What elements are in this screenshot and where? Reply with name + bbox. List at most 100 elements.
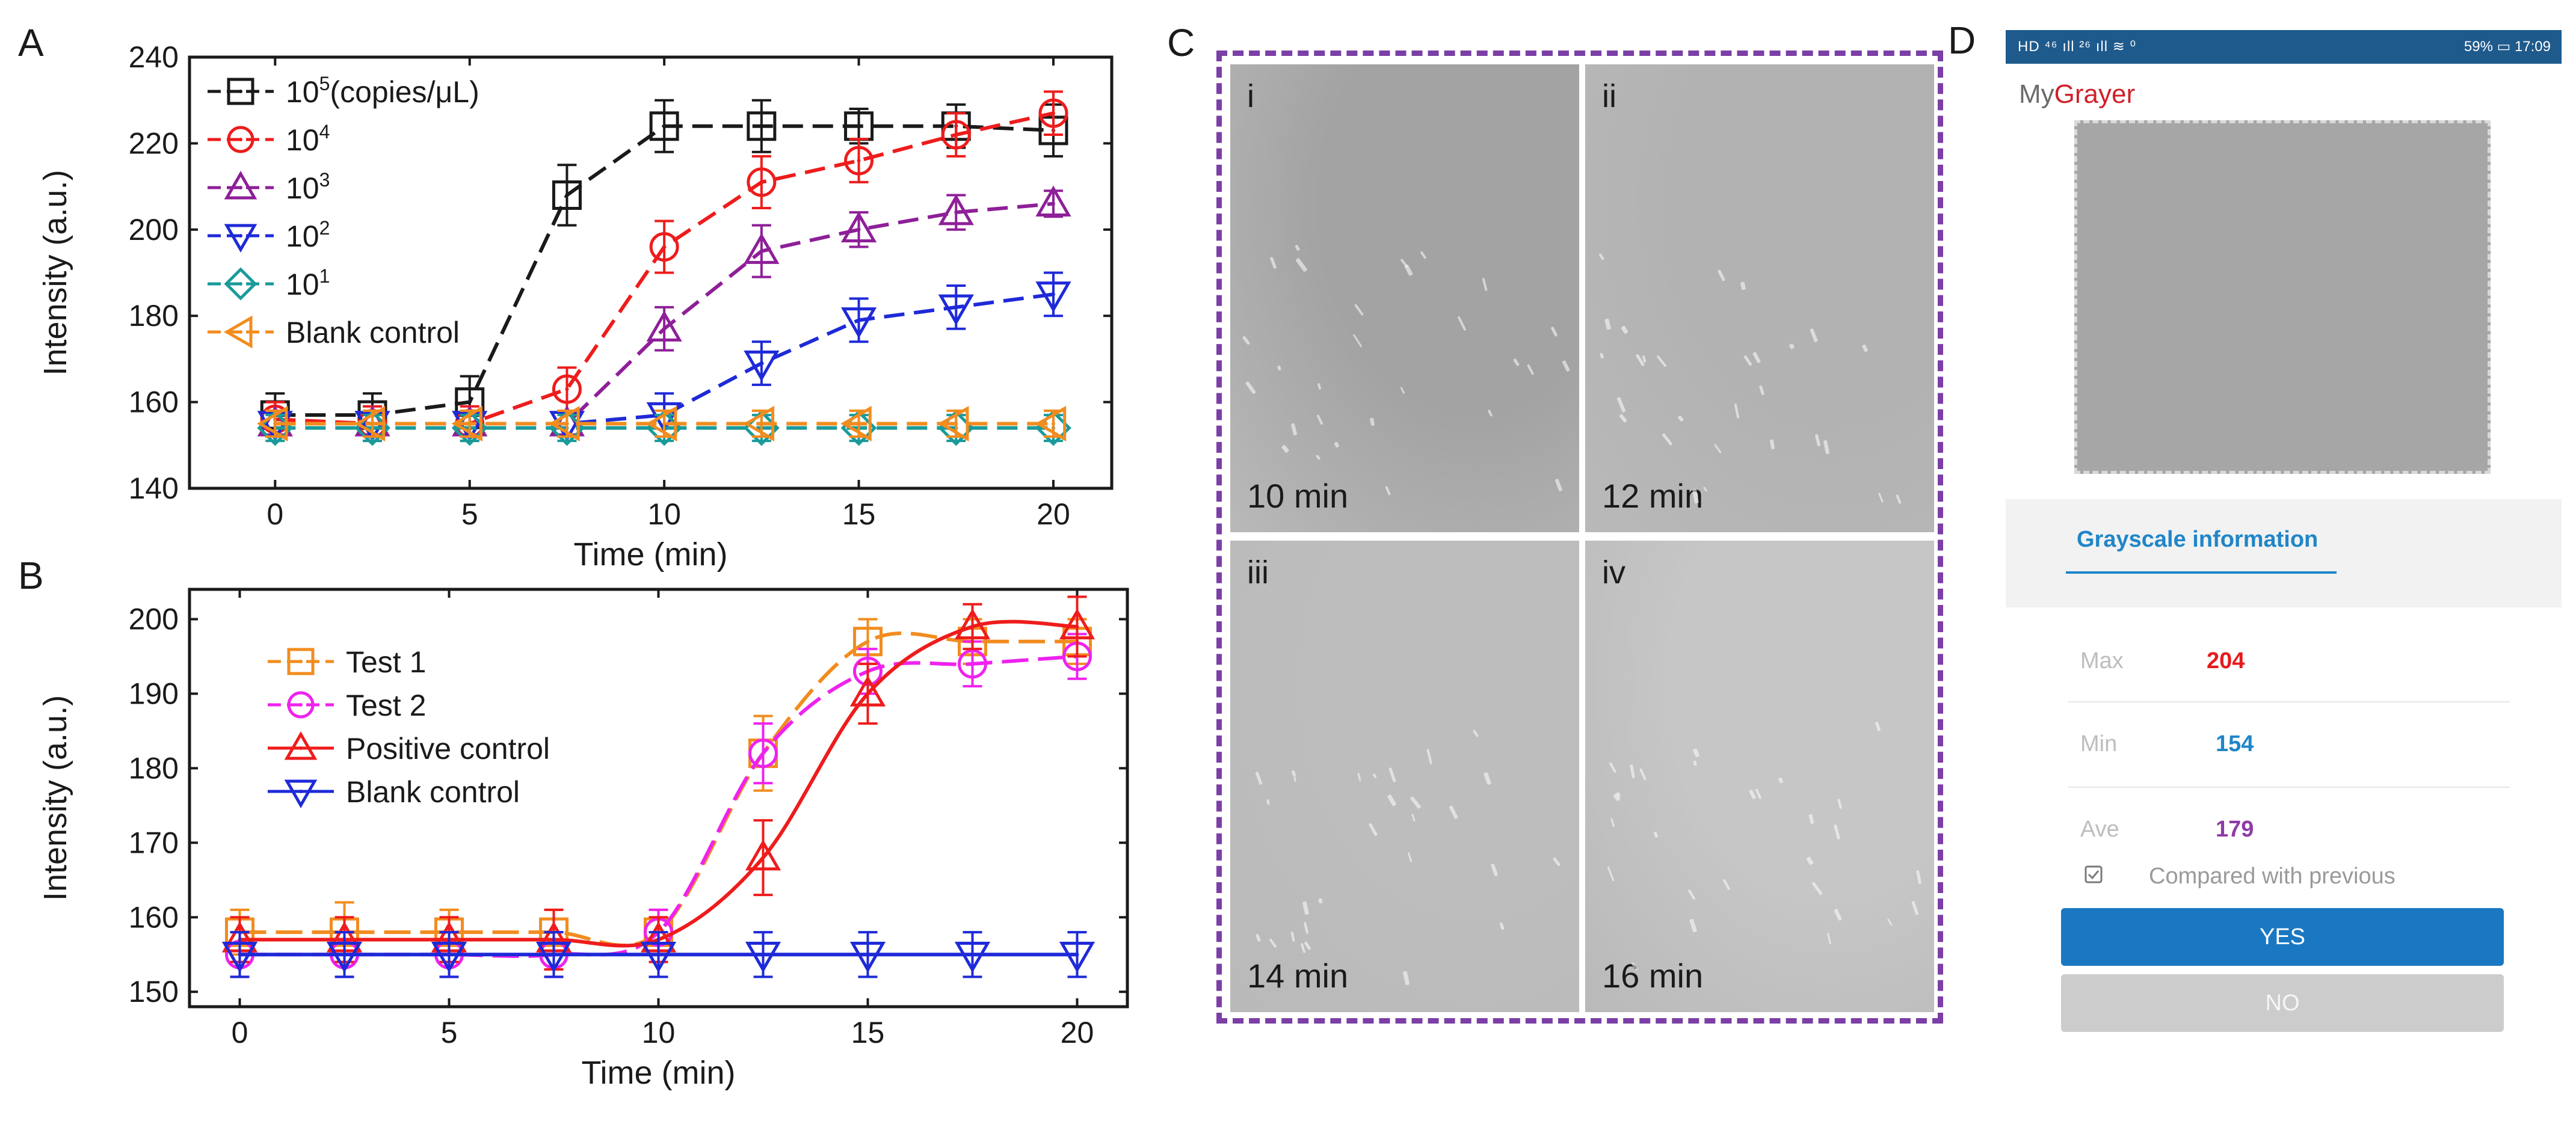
series-3-point-dot: [970, 624, 975, 628]
micro-speck: [1294, 244, 1301, 251]
series-4-point-dot: [857, 318, 861, 322]
stat-row-min: Min 154: [2068, 711, 2510, 783]
series-2-point-dot: [761, 751, 765, 755]
series-1-point: [1038, 115, 1068, 146]
stat-max-label: Max: [2080, 648, 2124, 674]
micro-image-1-time: 10 min: [1247, 477, 1349, 515]
micro-speck: [1743, 355, 1753, 367]
series-3-point: [1035, 185, 1071, 216]
micro-speck: [1552, 856, 1561, 867]
series-2-point-dot: [565, 387, 569, 391]
micro-speck: [1702, 486, 1708, 492]
micro-speck: [1621, 325, 1628, 334]
micro-speck: [1833, 824, 1840, 840]
legend-superscript: 5: [319, 73, 330, 94]
app-title: MyGrayer: [2019, 79, 2135, 109]
series-1-point-dot: [866, 639, 870, 643]
x-tick-label: 20: [1037, 497, 1070, 531]
plot-frame: [188, 55, 1114, 490]
series-2-point: [844, 146, 874, 176]
series-2-point-dot: [1051, 111, 1055, 115]
micro-image-3-index: iii: [1247, 554, 1269, 591]
series-4-point: [640, 942, 677, 973]
micro-speck: [1653, 831, 1658, 838]
series-4-point-dot: [238, 953, 242, 957]
legend-marker-6-dot: [239, 330, 242, 334]
micro-speck: [1333, 441, 1339, 449]
legend-label-1: Test 1: [346, 645, 426, 679]
x-axis-label: Time (min): [582, 1055, 736, 1091]
micro-image-2-time: 12 min: [1602, 477, 1704, 515]
x-tick-label: 5: [461, 497, 478, 531]
series-3-point: [840, 211, 877, 242]
micro-speck: [1814, 434, 1820, 447]
series-2-point-dot: [954, 133, 958, 137]
legend-marker-1-dot: [299, 660, 303, 663]
series-4-point-dot: [1051, 292, 1055, 296]
series-2-point: [748, 738, 778, 769]
micro-speck: [1318, 898, 1323, 904]
legend-marker-5-dot: [239, 282, 242, 286]
micro-speck: [1661, 432, 1673, 446]
micro-speck: [1426, 748, 1433, 764]
x-tick-label: 0: [232, 1016, 248, 1049]
micro-speck: [1315, 454, 1321, 460]
series-4-point-dot: [759, 361, 763, 366]
series-3-point: [1059, 608, 1095, 640]
legend-marker-1: [227, 78, 254, 105]
series-2-point-dot: [759, 180, 763, 184]
legend-label-1: 105(copies/μL): [286, 73, 479, 109]
micro-speck: [1302, 901, 1309, 915]
legend-superscript: 1: [319, 265, 330, 287]
yes-button[interactable]: YES: [2061, 908, 2504, 966]
y-tick-label: 140: [129, 471, 179, 505]
micro-speck: [1562, 360, 1571, 372]
series-6-point: [743, 405, 775, 442]
x-tick-label: 15: [851, 1016, 885, 1049]
series-2-point: [649, 232, 679, 262]
series-4-point: [1059, 942, 1095, 973]
stat-ave-label: Ave: [2080, 817, 2119, 842]
micro-speck: [1833, 908, 1842, 921]
x-tick-label: 10: [642, 1016, 676, 1049]
micro-speck: [1384, 486, 1391, 496]
micro-speck: [1607, 866, 1615, 882]
y-tick-label: 150: [129, 975, 179, 1009]
grayscale-info-tab[interactable]: Grayscale information: [2077, 527, 2319, 552]
micro-speck: [1789, 343, 1795, 350]
stat-row-ave: Ave 179: [2068, 796, 2510, 868]
micro-speck: [1823, 440, 1829, 455]
legend-superscript: 2: [319, 217, 330, 239]
series-6-point-dot: [857, 422, 861, 426]
series-4-point-dot: [552, 953, 556, 957]
y-tick-label: 160: [129, 900, 179, 934]
micro-speck: [1875, 721, 1881, 731]
series-1-point-dot: [662, 124, 667, 128]
legend-marker-4: [224, 224, 257, 253]
series-6-point: [451, 405, 482, 442]
micro-image-3-time: 14 min: [1247, 957, 1349, 995]
series-2-point: [1038, 98, 1068, 128]
app-title-er: er: [2112, 79, 2136, 109]
y-tick-label: 200: [129, 603, 179, 636]
micro-speck: [1269, 256, 1277, 269]
panel-c-frame: i 10 min ii 12 min iii 14 min iv 16 min: [1216, 51, 1943, 1024]
no-button[interactable]: NO: [2061, 974, 2504, 1032]
image-preview[interactable]: [2074, 120, 2491, 474]
micro-speck: [1778, 777, 1784, 784]
micro-speck: [1740, 281, 1746, 290]
compare-previous-label[interactable]: Compared with previous: [2149, 864, 2396, 889]
y-tick-label: 160: [129, 385, 179, 419]
micro-speck: [1512, 358, 1520, 367]
y-tick-label: 180: [129, 299, 179, 333]
micro-speck: [1304, 941, 1312, 950]
micro-speck: [1837, 798, 1842, 809]
panel-label-d: D: [1948, 19, 1976, 62]
series-4-point: [646, 402, 682, 434]
checkbox-icon[interactable]: [2084, 865, 2103, 884]
micro-speck: [1317, 382, 1322, 390]
series-4-point-dot: [342, 953, 347, 957]
micro-speck: [1354, 303, 1364, 316]
x-tick-label: 5: [441, 1016, 458, 1049]
micro-speck: [1402, 971, 1410, 986]
